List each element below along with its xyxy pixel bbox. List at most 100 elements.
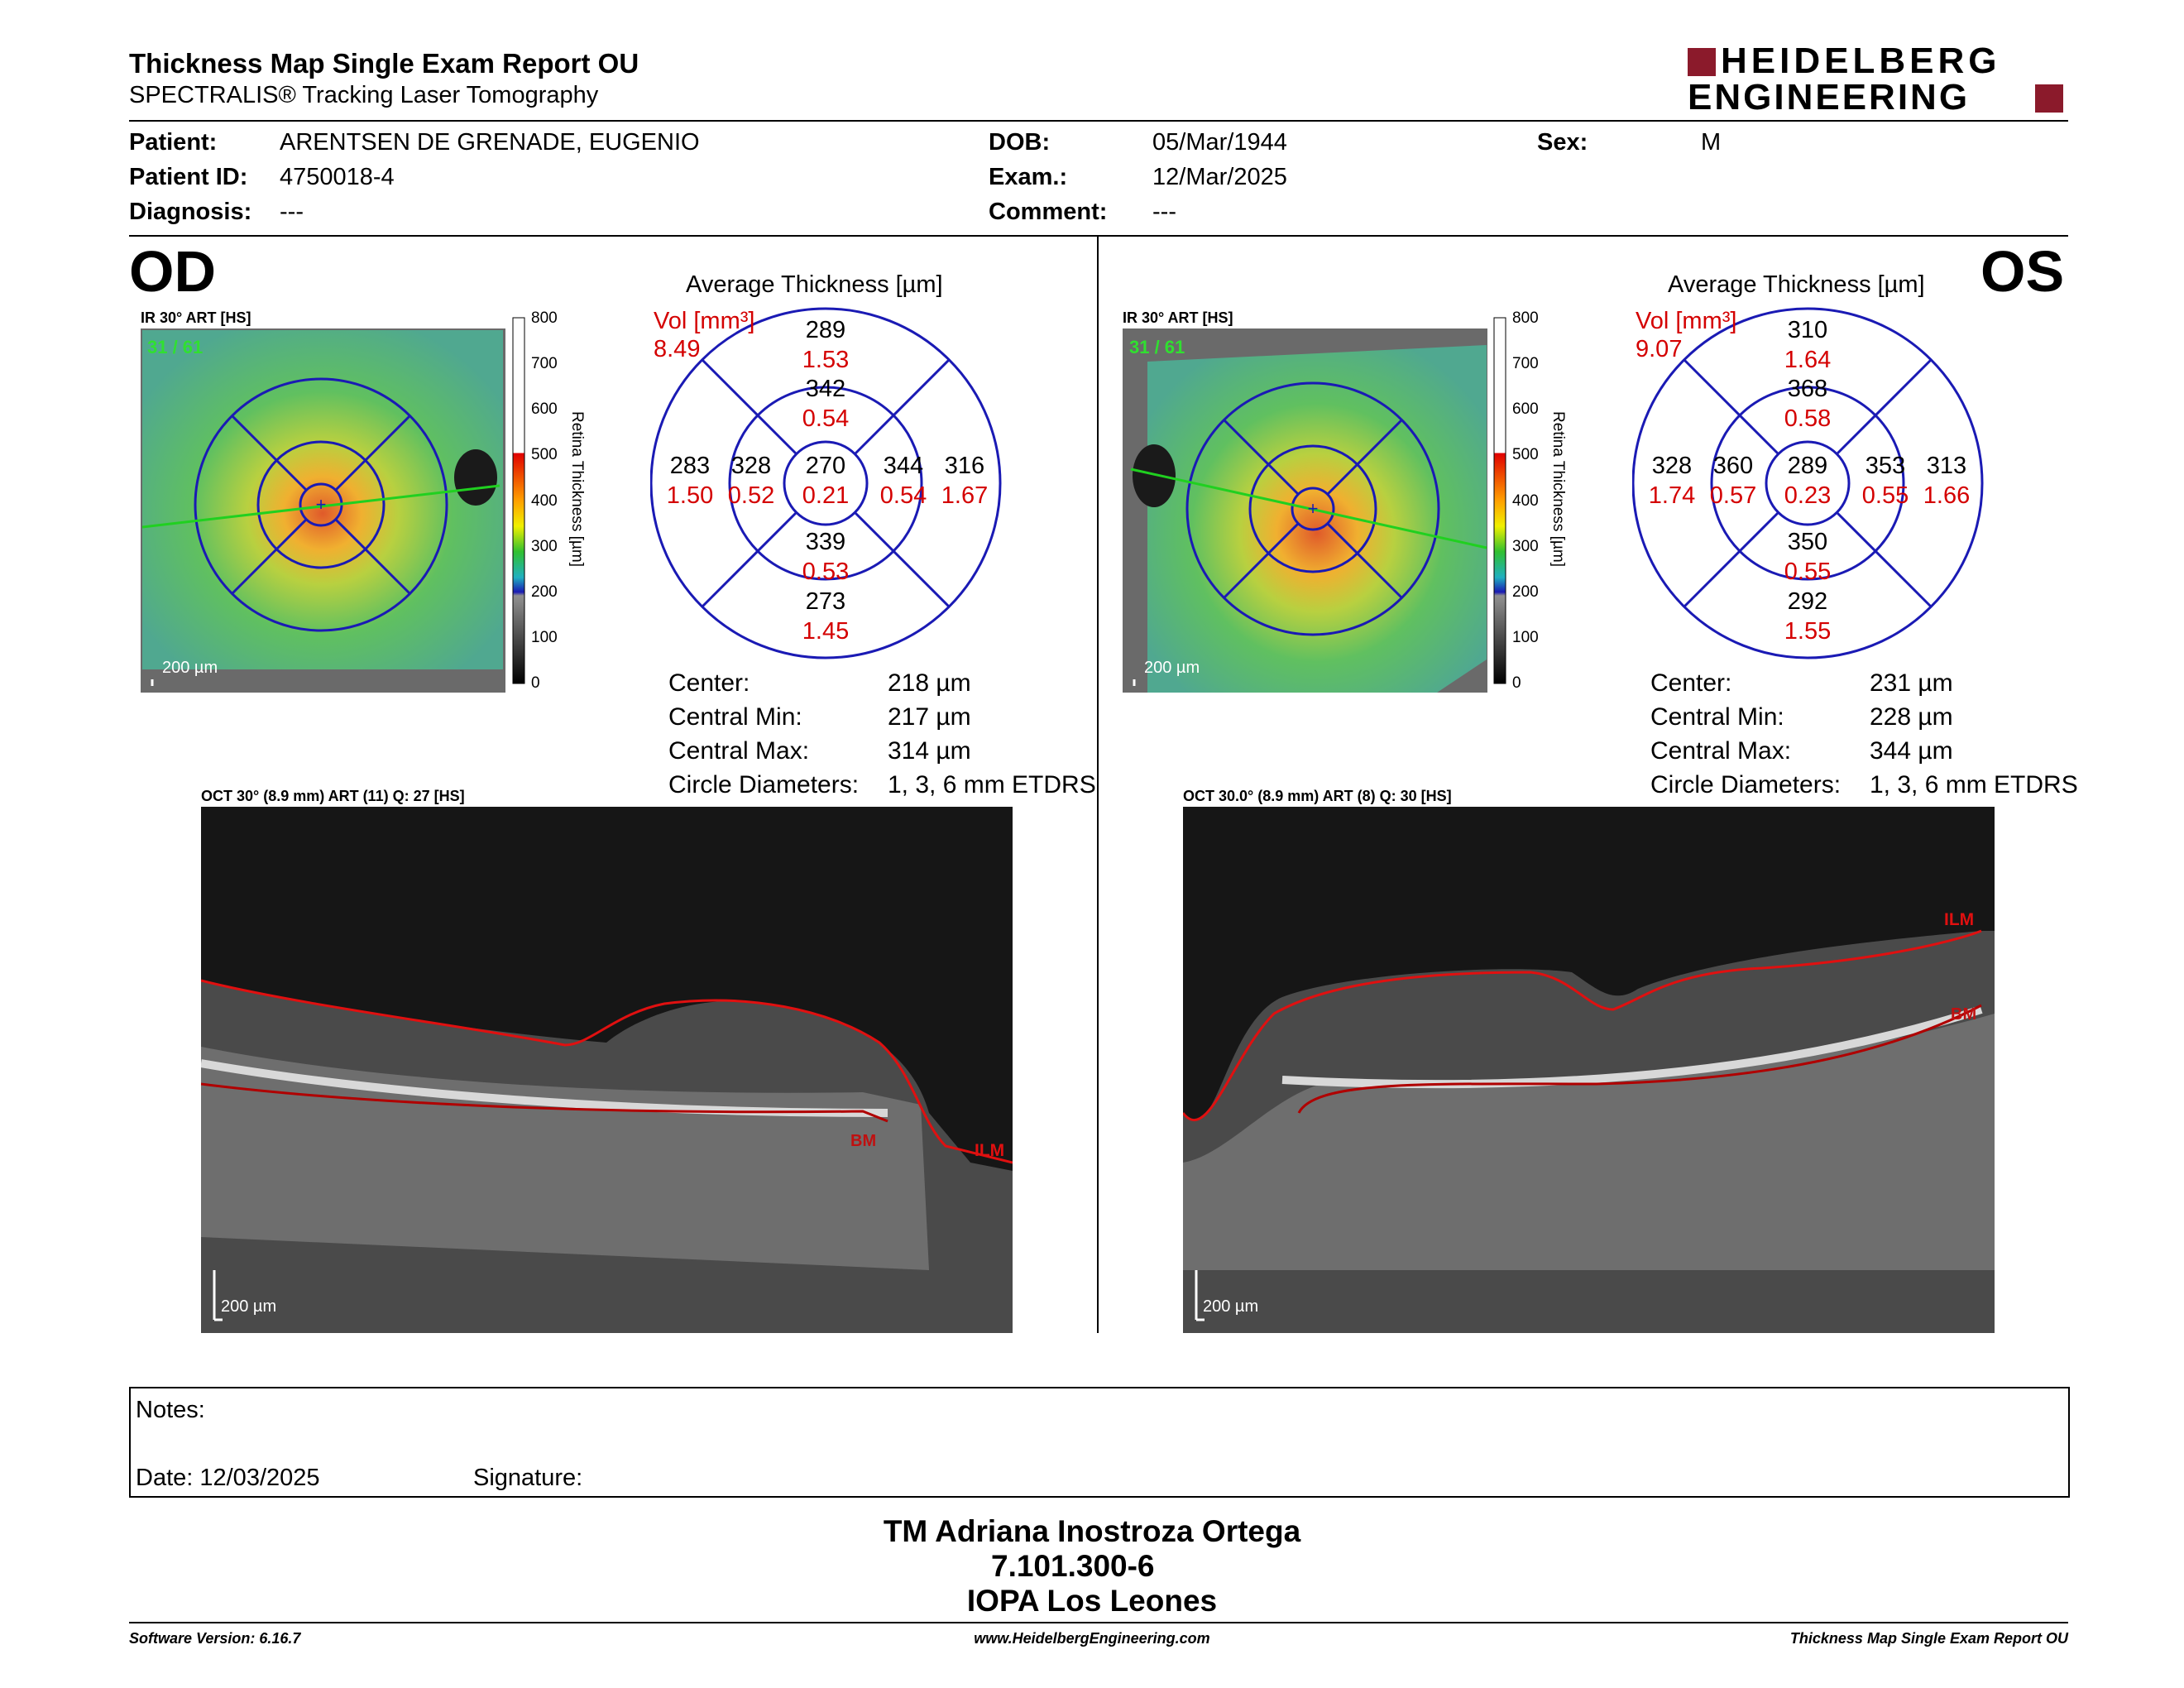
os-center-value: 231 µm (1870, 669, 1953, 697)
os-scale-title: Retina Thickness [µm] (1549, 411, 1567, 567)
os-outer-superior-volume: 1.64 (1784, 347, 1831, 373)
od-inner-superior-thickness: 342 (806, 376, 845, 402)
od-ir-overlay: 31 / 61 (147, 337, 203, 357)
os-vol-value: 9.07 (1636, 336, 1683, 362)
os-outer-temporal-thickness: 313 (1927, 453, 1966, 479)
dob-label: DOB: (989, 129, 1051, 156)
od-outer-inferior-thickness: 273 (806, 588, 845, 615)
od-outer-superior-thickness: 289 (806, 317, 845, 343)
footer-report-name: Thickness Map Single Exam Report OU (1789, 1630, 2068, 1647)
os-center-volume: 0.23 (1784, 482, 1831, 509)
patient-divider (129, 235, 2068, 237)
os-min-value: 228 µm (1870, 703, 1953, 731)
os-outer-inferior-thickness: 292 (1788, 588, 1827, 615)
od-scale-500: 500 (531, 446, 558, 463)
logo-text-top: HEIDELBERG (1721, 41, 2001, 81)
software-version: Software Version: 6.16.7 (129, 1630, 301, 1647)
od-optic-disc (454, 449, 497, 506)
report-title: Thickness Map Single Exam Report OU (129, 48, 639, 79)
os-scale-400: 400 (1512, 492, 1539, 510)
os-inner-temporal-volume: 0.55 (1862, 482, 1909, 509)
website-link[interactable]: www.HeidelbergEngineering.com (974, 1630, 1210, 1647)
footer-divider (129, 1622, 2068, 1623)
sex-value: M (1701, 129, 1722, 156)
os-oct-label: OCT 30.0° (8.9 mm) ART (8) Q: 30 [HS] (1183, 788, 1452, 804)
os-optic-disc (1133, 444, 1176, 507)
os-max-value: 344 µm (1870, 737, 1953, 765)
os-oct-scan: ILM BM 200 µm (1183, 807, 1995, 1333)
heidelberg-logo: HEIDELBERG ENGINEERING (1688, 41, 2068, 117)
os-ilm-label: ILM (1944, 910, 1974, 929)
os-fovea-marker: + (1308, 498, 1319, 519)
logo-text-bottom: ENGINEERING (1688, 77, 1971, 117)
patient-id-label: Patient ID: (129, 164, 248, 190)
od-ilm-line (201, 979, 1013, 1164)
os-outer-inferior-volume: 1.55 (1784, 618, 1831, 645)
od-inner-nasal-thickness: 344 (884, 453, 923, 479)
od-outer-temporal-volume: 1.50 (667, 482, 713, 509)
os-outer-nasal-thickness: 328 (1652, 453, 1692, 479)
os-inner-temporal-thickness: 353 (1866, 453, 1905, 479)
os-scale-300: 300 (1512, 538, 1539, 555)
dob-value: 05/Mar/1944 (1152, 129, 1287, 156)
od-center-value: 218 µm (888, 669, 971, 697)
os-scale-800: 800 (1512, 309, 1539, 327)
os-scale-100: 100 (1512, 629, 1539, 646)
od-etdrs-chart: 289 1.53 342 0.54 283 1.50 328 0.52 270 … (650, 307, 1002, 659)
os-outer-superior-thickness: 310 (1788, 317, 1827, 343)
notes-date: Date: 12/03/2025 (136, 1465, 320, 1491)
od-outer-inferior-volume: 1.45 (802, 618, 849, 645)
os-min-label: Central Min: (1650, 703, 1784, 731)
od-min-label: Central Min: (668, 703, 802, 731)
os-max-label: Central Max: (1650, 737, 1792, 765)
od-bm-label: BM (850, 1132, 876, 1150)
os-eye-label: OS (1980, 239, 2065, 304)
os-ir-label: IR 30° ART [HS] (1123, 309, 1233, 326)
os-color-scale: 800 700 600 500 400 300 200 100 0 Retina… (1493, 309, 1567, 688)
od-scale-title: Retina Thickness [µm] (568, 411, 586, 567)
signer-institution: IOPA Los Leones (966, 1584, 1218, 1618)
od-eye-label: OD (129, 239, 216, 304)
notes-box[interactable]: Notes: Date: 12/03/2025 Signature: (129, 1387, 2070, 1498)
os-inner-inferior-volume: 0.55 (1784, 559, 1831, 585)
od-scale-700: 700 (531, 355, 558, 372)
od-map-scalebar: 200 µm (162, 659, 218, 677)
od-center-thickness: 270 (806, 453, 845, 479)
notes-label: Notes: (136, 1397, 205, 1423)
exam-value: 12/Mar/2025 (1152, 164, 1287, 190)
signer-name: TM Adriana Inostroza Ortega (883, 1514, 1301, 1548)
od-outer-nasal-thickness: 316 (945, 453, 984, 479)
od-ir-label: IR 30° ART [HS] (141, 309, 251, 326)
od-scale-600: 600 (531, 400, 558, 418)
os-avg-title: Average Thickness [µm] (1668, 271, 1925, 298)
os-scale-700: 700 (1512, 355, 1539, 372)
od-inner-temporal-thickness: 328 (731, 453, 771, 479)
patient-name: ARENTSEN DE GRENADE, EUGENIO (280, 129, 700, 156)
od-fovea-marker: + (316, 494, 327, 515)
od-color-scale: 800 700 600 500 400 300 200 100 0 Retina… (512, 309, 586, 688)
od-inner-temporal-volume: 0.52 (728, 482, 774, 509)
center-divider (1097, 237, 1099, 1333)
header-divider (129, 120, 2068, 122)
signature-label: Signature: (473, 1465, 583, 1491)
os-thickness-map: + 31 / 61 200 µm (1123, 328, 1487, 693)
sex-label: Sex: (1537, 129, 1588, 156)
os-center-thickness: 289 (1788, 453, 1827, 479)
diagnosis-value: --- (280, 199, 304, 225)
od-ilm-label: ILM (975, 1141, 1004, 1160)
os-diam-label: Circle Diameters: (1650, 771, 1842, 798)
od-scale-400: 400 (531, 492, 558, 510)
od-oct-label: OCT 30° (8.9 mm) ART (11) Q: 27 [HS] (201, 788, 465, 804)
os-vol-label: Vol [mm³] (1636, 308, 1737, 334)
report-subtitle: SPECTRALIS® Tracking Laser Tomography (129, 82, 599, 108)
os-scale-0: 0 (1512, 674, 1521, 688)
comment-value: --- (1152, 199, 1176, 225)
od-outer-superior-volume: 1.53 (802, 347, 849, 373)
signer-id: 7.101.300-6 (991, 1549, 1155, 1583)
od-avg-title: Average Thickness [µm] (686, 271, 943, 298)
od-scale-800: 800 (531, 309, 558, 327)
os-scale-500: 500 (1512, 446, 1539, 463)
diagnosis-label: Diagnosis: (129, 199, 252, 225)
od-vol-value: 8.49 (654, 336, 701, 362)
od-outer-temporal-thickness: 283 (670, 453, 710, 479)
